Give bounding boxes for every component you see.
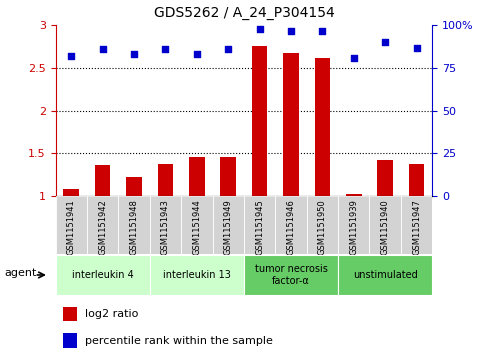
Bar (150, 196, 181, 254)
Point (193, 52, 201, 57)
Point (68, 53, 75, 59)
Text: GSM1151948: GSM1151948 (129, 199, 139, 255)
Text: agent: agent (4, 268, 37, 278)
Point (382, 40, 389, 45)
Bar (189, 157, 205, 196)
Text: GSM1151950: GSM1151950 (318, 199, 327, 255)
Text: interleukin 13: interleukin 13 (163, 270, 231, 280)
Point (130, 52, 138, 57)
Bar (314, 58, 330, 196)
Bar (283, 53, 299, 196)
Bar (56, 255, 150, 295)
Bar (346, 194, 362, 196)
Text: GSM1151943: GSM1151943 (161, 199, 170, 255)
Text: GSM1151942: GSM1151942 (98, 199, 107, 255)
Bar (150, 255, 244, 295)
Text: GSM1151940: GSM1151940 (381, 199, 390, 255)
Bar (181, 196, 213, 254)
Text: log2 ratio: log2 ratio (85, 309, 138, 319)
Text: interleukin 4: interleukin 4 (72, 270, 133, 280)
Text: GSM1151939: GSM1151939 (349, 199, 358, 255)
Point (319, 28, 327, 33)
Bar (244, 255, 338, 295)
Title: GDS5262 / A_24_P304154: GDS5262 / A_24_P304154 (154, 6, 334, 20)
Bar (307, 196, 338, 254)
Point (224, 46, 232, 52)
Bar (275, 196, 307, 254)
Bar (157, 164, 173, 196)
Bar (338, 255, 432, 295)
Point (350, 55, 357, 61)
Text: GSM1151946: GSM1151946 (286, 199, 296, 255)
Point (256, 26, 264, 32)
Bar (63, 189, 79, 196)
Bar (338, 196, 369, 254)
Text: GSM1151947: GSM1151947 (412, 199, 421, 255)
Text: GSM1151944: GSM1151944 (192, 199, 201, 255)
Text: GSM1151941: GSM1151941 (67, 199, 76, 255)
Bar (56, 196, 87, 254)
Bar (87, 196, 118, 254)
Bar (409, 164, 425, 196)
Bar (63, 334, 77, 348)
Bar (220, 157, 236, 196)
Text: unstimulated: unstimulated (353, 270, 418, 280)
Point (161, 46, 170, 52)
Bar (213, 196, 244, 254)
Bar (244, 196, 275, 254)
Text: GSM1151945: GSM1151945 (255, 199, 264, 255)
Text: percentile rank within the sample: percentile rank within the sample (85, 336, 272, 346)
Bar (118, 196, 150, 254)
Bar (377, 160, 393, 196)
Text: GSM1151949: GSM1151949 (224, 199, 233, 255)
Bar (401, 196, 432, 254)
Bar (126, 177, 142, 196)
Bar (63, 307, 77, 321)
Text: tumor necrosis
factor-α: tumor necrosis factor-α (255, 264, 327, 286)
Point (412, 45, 420, 50)
Bar (252, 46, 268, 196)
Point (287, 28, 295, 33)
Bar (95, 165, 111, 196)
Point (99, 46, 107, 52)
Bar (369, 196, 401, 254)
